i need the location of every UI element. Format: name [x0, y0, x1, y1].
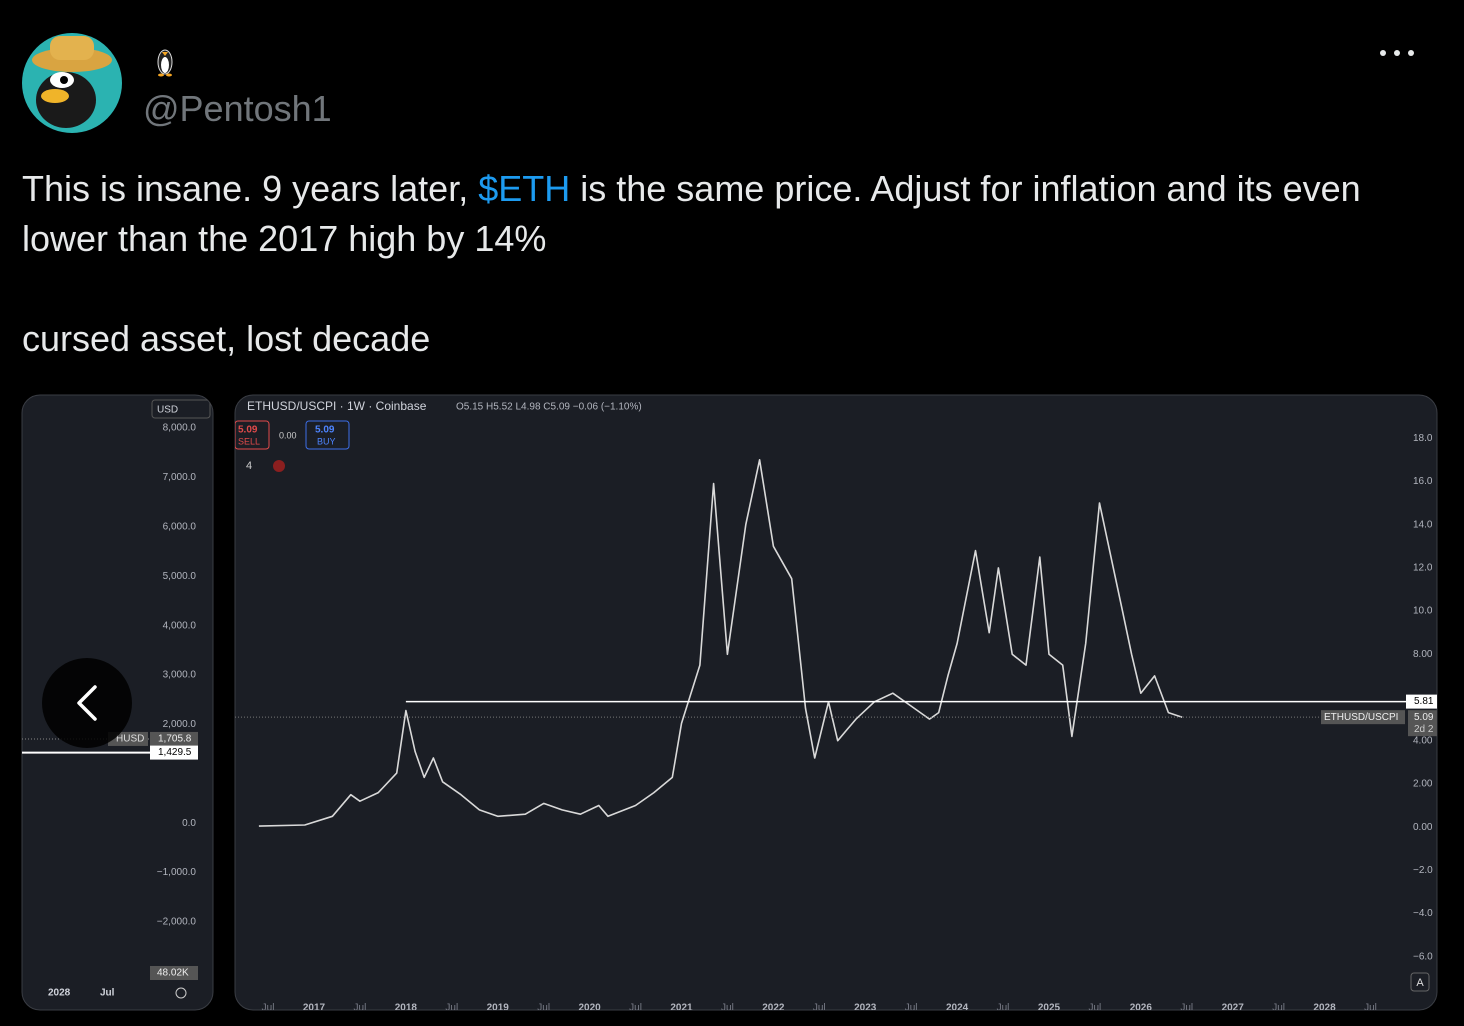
media-right[interactable] — [234, 394, 1438, 1011]
y-tick-label: 0.0 — [182, 818, 196, 829]
x-tick-label: Jul — [1272, 1003, 1285, 1014]
x-label: Jul — [100, 988, 115, 999]
x-tick-label: 2020 — [578, 1003, 601, 1014]
volume-tag: 48.02K — [157, 968, 189, 979]
y-tick-label: −2,000.0 — [157, 917, 197, 928]
back-button[interactable] — [42, 658, 132, 748]
x-tick-label: 2018 — [395, 1003, 418, 1014]
x-tick-label: 2019 — [487, 1003, 510, 1014]
sell-price: 5.09 — [238, 425, 258, 436]
handle[interactable]: @Pentosh1 — [143, 88, 332, 129]
y-tick-label: 3,000.0 — [163, 670, 197, 681]
last-price: 5.09 — [1414, 712, 1434, 723]
level-label: 1,429.5 — [158, 747, 192, 758]
level-label: 5.81 — [1414, 696, 1434, 707]
x-tick-label: Jul — [354, 1003, 367, 1014]
y-tick-label: 8.00 — [1413, 649, 1433, 660]
price-line — [258, 459, 1183, 827]
tag-box — [1321, 710, 1405, 725]
y-tick-label: 16.0 — [1413, 476, 1433, 487]
x-tick-label: Jul — [997, 1003, 1010, 1014]
penguin-icon — [157, 49, 173, 77]
x-tick-label: Jul — [537, 1003, 550, 1014]
more-menu[interactable] — [1380, 50, 1414, 56]
symbol-tag: HUSD — [116, 734, 144, 745]
paragraph: This is insane. 9 years later, $ETH is t… — [22, 164, 1392, 264]
x-tick-label: Jul — [262, 1003, 275, 1014]
indicator-count: 4 — [246, 460, 252, 472]
last-price: 1,705.8 — [158, 734, 192, 745]
price-box — [1408, 710, 1437, 737]
y-tick-label: 8,000.0 — [163, 423, 197, 434]
y-tick-label: −6.0 — [1413, 951, 1433, 962]
currency: USD — [157, 405, 178, 416]
cashtag[interactable]: $ETH — [478, 168, 571, 209]
x-tick-label: 2025 — [1038, 1003, 1061, 1014]
spread: 0.00 — [279, 430, 297, 440]
x-tick-label: Jul — [1088, 1003, 1101, 1014]
x-tick-label: 2021 — [670, 1003, 693, 1014]
text: is the same price. Adjust for inflation … — [22, 168, 1361, 259]
countdown: 2d 2 — [1414, 724, 1434, 735]
y-tick-label: 0.00 — [1413, 822, 1433, 833]
y-tick-label: 4.00 — [1413, 735, 1433, 746]
chart-title: ETHUSD/USCPI · 1W · Coinbase — [247, 399, 427, 413]
x-tick-label: Jul — [445, 1003, 458, 1014]
volume-box — [150, 966, 198, 980]
y-tick-label: 6,000.0 — [163, 522, 197, 533]
x-tick-label: 2023 — [854, 1003, 877, 1014]
x-tick-label: 2027 — [1222, 1003, 1245, 1014]
x-tick-label: Jul — [813, 1003, 826, 1014]
paragraph: cursed asset, lost decade — [22, 318, 431, 359]
buy-price: 5.09 — [315, 425, 335, 436]
y-tick-label: 2,000.0 — [163, 719, 197, 730]
x-tick-label: Jul — [1364, 1003, 1377, 1014]
sell-box — [235, 420, 270, 450]
x-tick-label: Jul — [721, 1003, 734, 1014]
y-tick-label: 2.00 — [1413, 779, 1433, 790]
y-tick-label: 5,000.0 — [163, 571, 197, 582]
x-tick-label: Jul — [905, 1003, 918, 1014]
y-tick-label: 4,000.0 — [163, 620, 197, 631]
settings-icon — [175, 987, 187, 999]
buy-box — [305, 420, 350, 450]
ohlc: O5.15 H5.52 L4.98 C5.09 −0.06 (−1.10%) — [456, 402, 642, 413]
x-tick-label: 2024 — [946, 1003, 969, 1014]
avatar[interactable] — [22, 33, 122, 133]
y-tick-label: 7,000.0 — [163, 472, 197, 483]
axis-mode: A — [1416, 977, 1424, 989]
sell-label: SELL — [238, 436, 260, 446]
x-tick-label: 2028 — [1313, 1003, 1336, 1014]
series-tag: ETHUSD/USCPI — [1324, 712, 1398, 723]
x-tick-label: Jul — [629, 1003, 642, 1014]
y-tick-label: −4.0 — [1413, 908, 1433, 919]
y-tick-label: 14.0 — [1413, 519, 1433, 530]
text: This is insane. 9 years later, — [22, 168, 479, 209]
x-tick-label: 2022 — [762, 1003, 785, 1014]
y-tick-label: −1,000.0 — [157, 867, 197, 878]
y-tick-label: 10.0 — [1413, 606, 1433, 617]
buy-label: BUY — [317, 436, 336, 446]
warning-icon — [273, 460, 285, 472]
x-tick-label: Jul — [1180, 1003, 1193, 1014]
x-tick-label: 2017 — [303, 1003, 326, 1014]
level-box — [1406, 694, 1437, 709]
tweet-text: This is insane. 9 years later, $ETH is t… — [22, 164, 1392, 414]
y-tick-label: 12.0 — [1413, 562, 1433, 573]
right-chart: ETHUSD/USCPI · 1W · Coinbase O5.15 H5.52 … — [235, 399, 1437, 1014]
x-tick-label: 2026 — [1130, 1003, 1153, 1014]
level-box — [150, 745, 198, 760]
left-chart: USD 8,000.0 7,000.0 6,000.0 5,000.0 4,000.0 3,… — [22, 399, 211, 999]
currency-select — [151, 399, 211, 419]
axis-mode-box — [1410, 972, 1430, 992]
y-tick-label: 18.0 — [1413, 433, 1433, 444]
x-label: 2028 — [48, 988, 71, 999]
y-tick-label: −2.0 — [1413, 865, 1433, 876]
